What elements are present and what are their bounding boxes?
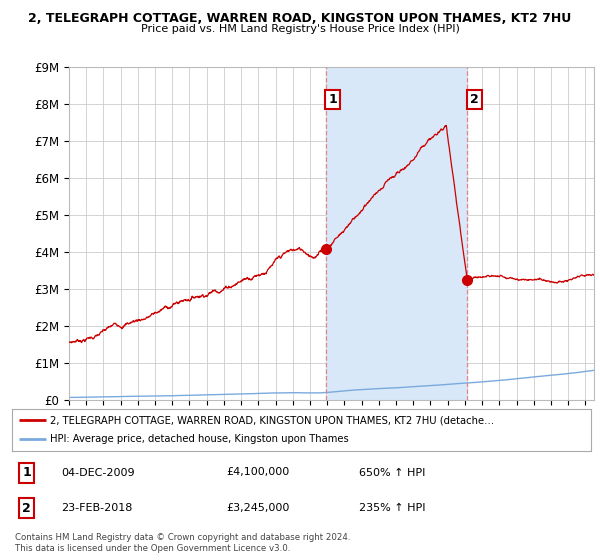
Text: 2, TELEGRAPH COTTAGE, WARREN ROAD, KINGSTON UPON THAMES, KT2 7HU: 2, TELEGRAPH COTTAGE, WARREN ROAD, KINGS… — [28, 12, 572, 25]
Text: 1: 1 — [22, 466, 31, 479]
Text: £3,245,000: £3,245,000 — [226, 503, 290, 513]
Text: Contains HM Land Registry data © Crown copyright and database right 2024.
This d: Contains HM Land Registry data © Crown c… — [15, 533, 350, 553]
Text: 650% ↑ HPI: 650% ↑ HPI — [359, 468, 426, 478]
Bar — [326, 67, 467, 400]
Text: 23-FEB-2018: 23-FEB-2018 — [61, 503, 133, 513]
Text: 2: 2 — [470, 93, 479, 106]
Text: £4,100,000: £4,100,000 — [226, 468, 289, 478]
Text: 1: 1 — [328, 93, 337, 106]
Text: Price paid vs. HM Land Registry's House Price Index (HPI): Price paid vs. HM Land Registry's House … — [140, 24, 460, 34]
Text: 235% ↑ HPI: 235% ↑ HPI — [359, 503, 426, 513]
Text: 2: 2 — [22, 502, 31, 515]
Text: 2, TELEGRAPH COTTAGE, WARREN ROAD, KINGSTON UPON THAMES, KT2 7HU (detache…: 2, TELEGRAPH COTTAGE, WARREN ROAD, KINGS… — [50, 415, 494, 425]
Text: HPI: Average price, detached house, Kingston upon Thames: HPI: Average price, detached house, King… — [50, 435, 349, 445]
Text: 04-DEC-2009: 04-DEC-2009 — [61, 468, 135, 478]
